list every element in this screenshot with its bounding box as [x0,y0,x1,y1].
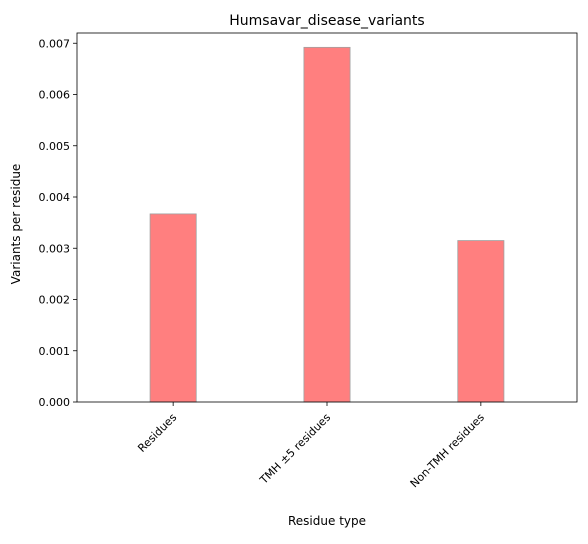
x-tick-label: TMH ±5 residues [257,411,334,488]
y-tick-label: 0.005 [39,140,71,153]
x-axis-label: Residue type [288,514,366,528]
y-tick-label: 0.003 [39,242,71,255]
x-tick-label: Non-TMH residues [408,411,487,490]
y-tick-label: 0.007 [39,37,71,50]
chart-title: Humsavar_disease_variants [229,13,424,29]
y-tick-label: 0.001 [39,345,71,358]
y-tick-label: 0.006 [39,89,71,102]
bar-2 [457,240,505,403]
x-axis-ticks: Residues TMH ±5 residues Non-TMH residues [135,402,487,490]
axes-frame [76,32,578,403]
y-axis-ticks: 0.000 0.001 0.002 0.003 0.004 0.005 0.006 0.007 [39,37,77,409]
x-tick-label: Residues [135,411,179,455]
y-tick-label: 0.000 [39,396,71,409]
bar-1 [303,46,351,403]
bars-layer [149,46,505,403]
bar-0 [149,213,197,403]
y-axis-label: Variants per residue [9,164,23,285]
plot-frame [76,32,578,403]
y-tick-label: 0.004 [39,191,71,204]
y-tick-label: 0.002 [39,294,71,307]
